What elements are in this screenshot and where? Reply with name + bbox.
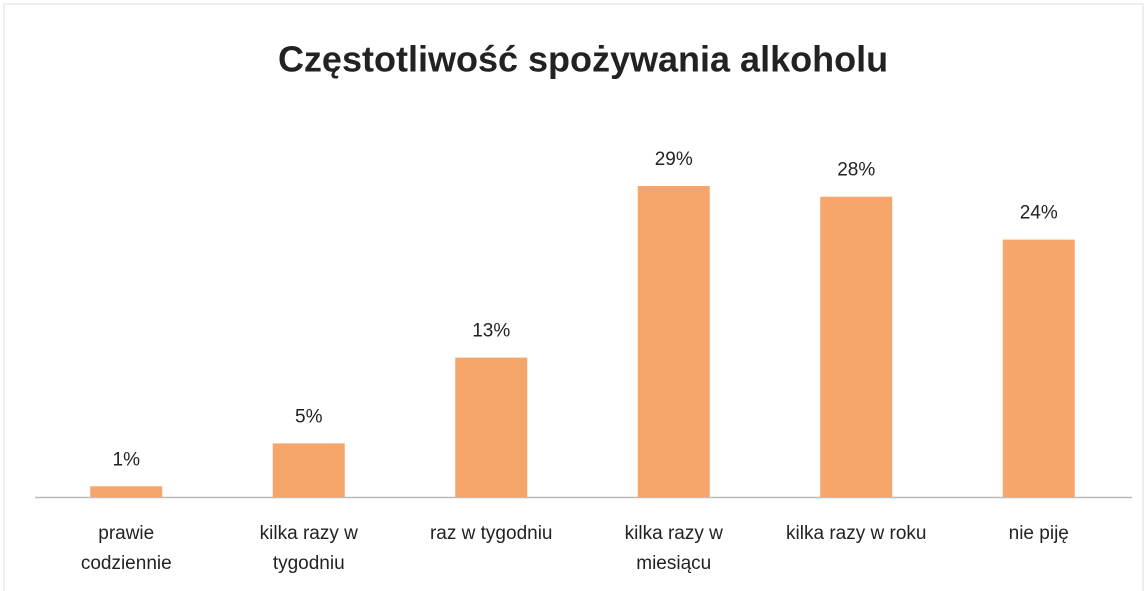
bar [637, 186, 710, 497]
value-label: 1% [113, 449, 141, 470]
bar [820, 196, 893, 498]
chart-title: Częstotliwość spożywania alkoholu [278, 39, 888, 80]
x-tick-label: kilka razy w miesiącu [624, 523, 723, 574]
chart-frame [3, 3, 1144, 591]
value-label: 5% [295, 406, 323, 427]
value-label: 13% [472, 321, 510, 342]
x-tick-label: prawie codziennie [80, 523, 172, 574]
bar [1002, 239, 1075, 497]
x-tick-label: nie piję [1008, 523, 1069, 544]
x-tick-label: kilka razy w tygodniu [259, 523, 358, 574]
bar [272, 443, 345, 497]
bar [455, 357, 528, 497]
x-tick-label: kilka razy w roku [786, 523, 927, 544]
value-label: 29% [655, 149, 693, 170]
bar [90, 486, 163, 497]
value-label: 28% [837, 160, 875, 181]
x-tick-label: raz w tygodniu [429, 523, 553, 544]
value-label: 24% [1020, 203, 1058, 224]
